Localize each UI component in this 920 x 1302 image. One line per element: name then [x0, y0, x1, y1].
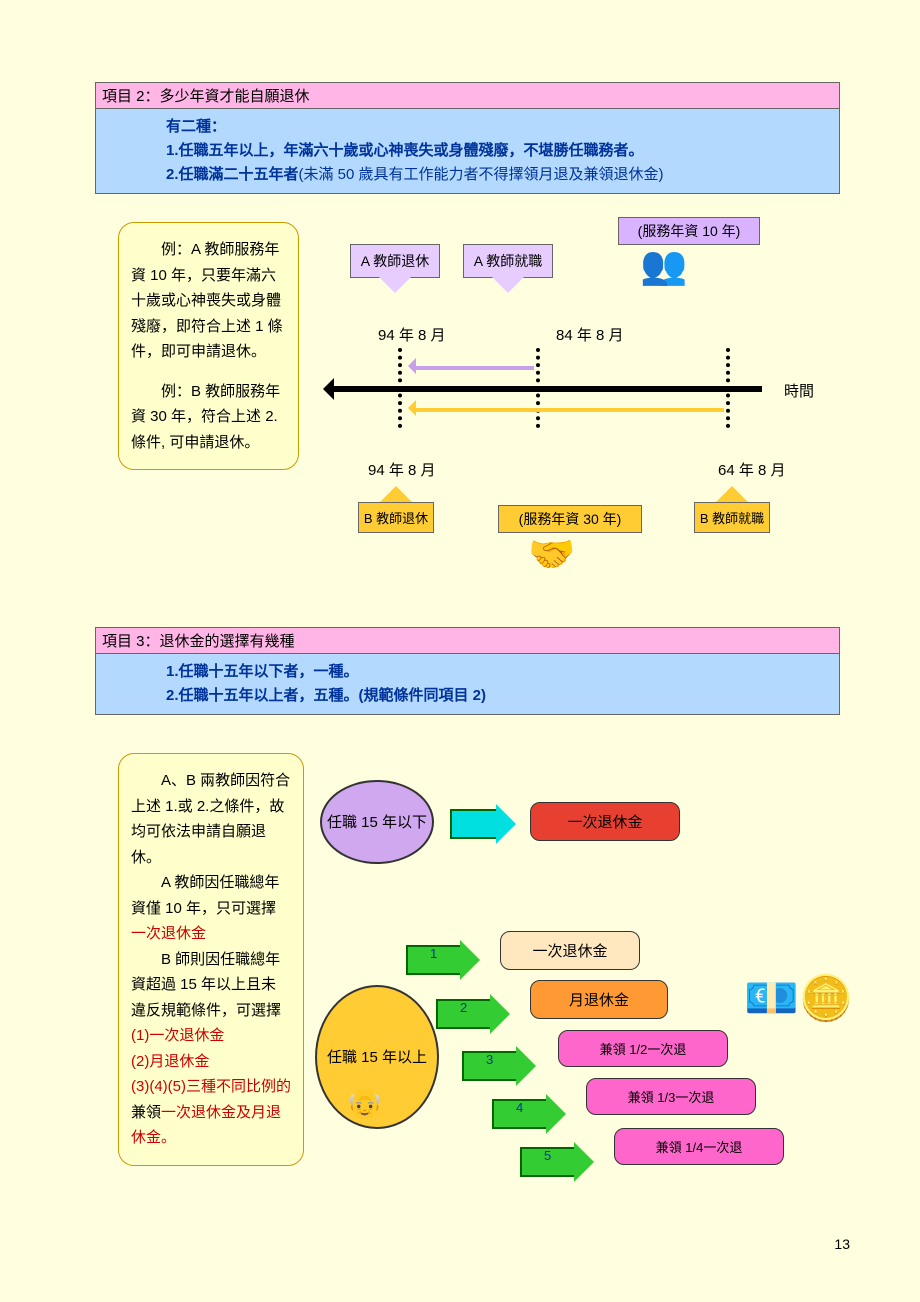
note2-p3: B 師則因任職總年資超過 15 年以上且未違反規範條件，可選擇 — [131, 947, 291, 1024]
note-box-pension-options: A、B 兩教師因符合上述 1.或 2.之條件，故均可依法申請自願退休。 A 教師… — [118, 753, 304, 1166]
num-1: 1 — [430, 946, 437, 961]
marker-64 — [726, 348, 730, 428]
note2-p2b: 一次退休金 — [131, 925, 206, 942]
people-clipart-a: 👥 — [640, 244, 687, 288]
arrow-opt1 — [406, 940, 480, 980]
note2-o2: (2)月退休金 — [131, 1049, 291, 1075]
people-clipart-b: 🤝 — [528, 533, 575, 577]
date-64-8: 64 年 8 月 — [718, 459, 786, 480]
num-5: 5 — [544, 1148, 551, 1163]
person-clipart: 👴 — [346, 1086, 383, 1121]
arrow-b-start: B 教師就職 — [694, 486, 770, 533]
section2-line2b: (未滿 50 歲具有工作能力者不得擇領月退及兼領退休金) — [299, 166, 664, 183]
arrow-opt3 — [462, 1046, 536, 1086]
oval-under-15: 任職 15 年以下 — [320, 780, 434, 864]
note2-o1: (1)一次退休金 — [131, 1023, 291, 1049]
time-axis-label: 時間 — [784, 380, 814, 401]
arrow-a-start-label: A 教師就職 — [463, 244, 553, 278]
arrow-opt4 — [492, 1094, 566, 1134]
arrow-opt5 — [520, 1142, 594, 1182]
span-b-head — [400, 400, 416, 416]
section2-line2: 2.任職滿二十五年者(未滿 50 歲具有工作能力者不得擇領月退及兼領退休金) — [166, 163, 833, 187]
arrow-to-once — [450, 804, 516, 844]
span-a-head — [400, 358, 416, 374]
note1-p2: 例：B 教師服務年資 30 年，符合上述 2.條件, 可申請退休。 — [131, 379, 286, 456]
section2-line1: 1.任職五年以上，年滿六十歲或心神喪失或身體殘廢，不堪勝任職務者。 — [166, 139, 833, 163]
arrow-b-retire-label: B 教師退休 — [358, 502, 434, 533]
oval-over-15-label: 任職 15 年以上 — [327, 1047, 427, 1068]
oval-under-15-label: 任職 15 年以下 — [327, 812, 427, 833]
option-5: 兼領 1/4一次退 — [614, 1128, 784, 1165]
timeline-axis — [330, 386, 762, 392]
section3-header: 項目 3：退休金的選擇有幾種 — [95, 627, 840, 654]
date-94-8-top: 94 年 8 月 — [378, 324, 446, 345]
option-once-red: 一次退休金 — [530, 802, 680, 841]
section2-header: 項目 2：多少年資才能自願退休 — [95, 82, 840, 109]
note-box-example-a-b: 例：A 教師服務年資 10 年，只要年滿六十歲或心神喪失或身體殘廢，即符合上述 … — [118, 222, 299, 470]
num-4: 4 — [516, 1100, 523, 1115]
arrow-opt2 — [436, 994, 510, 1034]
arrow-b-start-label: B 教師就職 — [694, 502, 770, 533]
arrow-a-retire-label: A 教師退休 — [350, 244, 440, 278]
section3-line2: 2.任職十五年以上者，五種。(規範條件同項目 2) — [166, 684, 833, 708]
section3-body: 1.任職十五年以下者，一種。 2.任職十五年以上者，五種。(規範條件同項目 2) — [95, 654, 840, 715]
marker-84 — [536, 348, 540, 428]
arrow-a-retire: A 教師退休 — [350, 244, 440, 294]
note1-p1: 例：A 教師服務年資 10 年，只要年滿六十歲或心神喪失或身體殘廢，即符合上述 … — [131, 237, 286, 365]
arrow-a-start: A 教師就職 — [463, 244, 553, 294]
num-3: 3 — [486, 1052, 493, 1067]
option-1: 一次退休金 — [500, 931, 640, 970]
date-94-8-bottom: 94 年 8 月 — [368, 459, 436, 480]
option-3: 兼領 1/2一次退 — [558, 1030, 728, 1067]
page-number: 13 — [834, 1236, 850, 1252]
page: 項目 2：多少年資才能自願退休 有二種： 1.任職五年以上，年滿六十歲或心神喪失… — [0, 0, 920, 1302]
note2-o3: (3)(4)(5)三種不同比例的兼領一次退休金及月退休金。 — [131, 1074, 291, 1151]
note2-p2: A 教師因任職總年資僅 10 年，只可選擇一次退休金 — [131, 870, 291, 947]
arrow-b-retire: B 教師退休 — [358, 486, 434, 533]
span-b-30y — [412, 408, 724, 412]
note2-o3b: 兼領 — [131, 1104, 161, 1121]
tag-years-30: (服務年資 30 年) — [498, 505, 642, 533]
span-a-10y — [412, 366, 534, 370]
note2-o3a: (3)(4)(5)三種不同比例的 — [131, 1078, 291, 1095]
date-84-8: 84 年 8 月 — [556, 324, 624, 345]
tag-years-10: (服務年資 10 年) — [618, 217, 760, 245]
note2-p1: A、B 兩教師因符合上述 1.或 2.之條件，故均可依法申請自願退休。 — [131, 768, 291, 870]
note2-p2a: A 教師因任職總年資僅 10 年，只可選擇 — [131, 874, 279, 917]
option-2: 月退休金 — [530, 980, 668, 1019]
section3-line1: 1.任職十五年以下者，一種。 — [166, 660, 833, 684]
section2-intro: 有二種： — [166, 115, 833, 139]
num-2: 2 — [460, 1000, 467, 1015]
option-4: 兼領 1/3一次退 — [586, 1078, 756, 1115]
money-clipart: 💶🪙 — [744, 972, 854, 1024]
section2-line2a: 2.任職滿二十五年者 — [166, 166, 299, 183]
section2-body: 有二種： 1.任職五年以上，年滿六十歲或心神喪失或身體殘廢，不堪勝任職務者。 2… — [95, 109, 840, 194]
